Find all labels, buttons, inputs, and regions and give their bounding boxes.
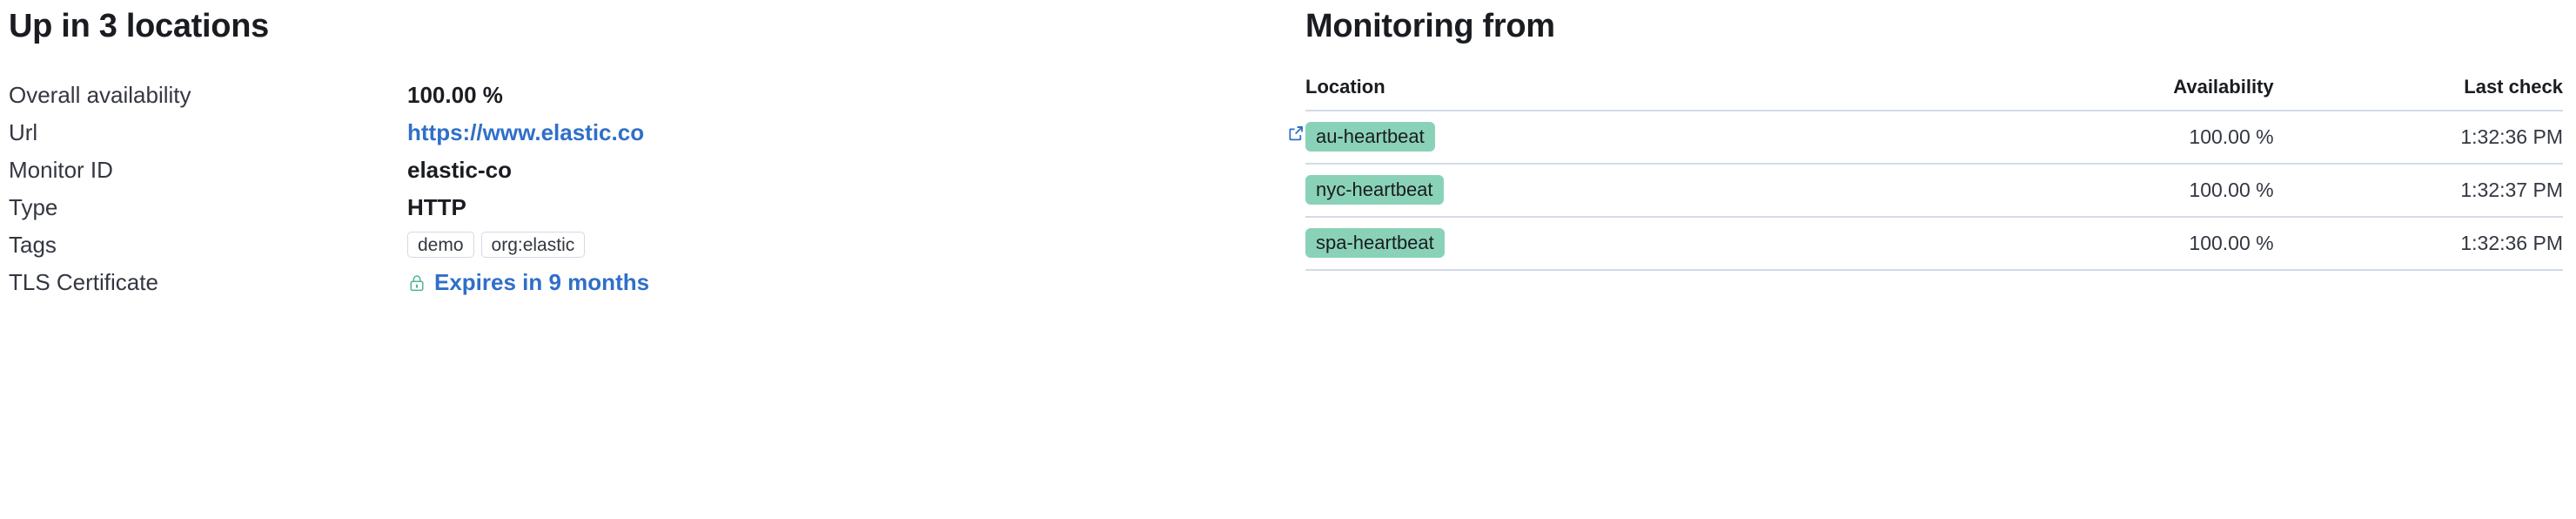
table-header: Location Availability Last check (1305, 75, 2563, 111)
detail-value-tags: demo org:elastic (407, 232, 1305, 259)
tag-badge[interactable]: demo (407, 232, 474, 259)
cell-location: nyc-heartbeat (1305, 163, 1884, 218)
cell-last-check: 1:32:36 PM (2273, 110, 2563, 165)
column-header-last-check[interactable]: Last check (2273, 75, 2563, 111)
table-body: au-heartbeat 100.00 % 1:32:36 PM nyc-hea… (1305, 110, 2563, 271)
detail-label-url: Url (9, 118, 38, 145)
cell-availability: 100.00 % (1883, 110, 2274, 165)
table-row[interactable]: au-heartbeat 100.00 % 1:32:36 PM (1305, 110, 2563, 165)
detail-row-type: Type HTTP (9, 189, 1305, 226)
detail-value-tls-certificate: Expires in 9 months (407, 269, 1305, 296)
detail-value-type: HTTP (407, 193, 466, 220)
cell-location: spa-heartbeat (1305, 216, 1884, 271)
detail-row-tls-certificate: TLS Certificate Expires in 9 months (9, 264, 1305, 301)
detail-row-url: Url https://www.elastic.co (9, 114, 1305, 152)
url-link[interactable]: https://www.elastic.co (407, 118, 645, 145)
location-badge[interactable]: au-heartbeat (1305, 122, 1435, 152)
detail-label-type: Type (9, 193, 58, 220)
detail-label-tags: Tags (9, 231, 57, 258)
table-row[interactable]: nyc-heartbeat 100.00 % 1:32:37 PM (1305, 163, 2563, 218)
page-title: Up in 3 locations (9, 8, 269, 44)
detail-value-url: https://www.elastic.co (407, 119, 1305, 146)
monitoring-from-title: Monitoring from (1305, 8, 1555, 44)
cell-availability: 100.00 % (1883, 216, 2274, 271)
cell-availability: 100.00 % (1883, 163, 2274, 218)
detail-row-monitor-id: Monitor ID elastic-co (9, 152, 1305, 189)
location-badge[interactable]: nyc-heartbeat (1305, 175, 1444, 206)
detail-value-monitor-id: elastic-co (407, 156, 512, 183)
lock-icon (407, 273, 426, 293)
monitoring-locations-table: Location Availability Last check au-hear… (1305, 75, 2563, 271)
detail-label-tls-certificate: TLS Certificate (9, 268, 158, 295)
tls-expiry-label[interactable]: Expires in 9 months (434, 268, 650, 295)
detail-row-tags: Tags demo org:elastic (9, 226, 1305, 264)
tag-badge[interactable]: org:elastic (480, 232, 586, 259)
column-header-availability[interactable]: Availability (1883, 75, 2274, 111)
table-row[interactable]: spa-heartbeat 100.00 % 1:32:36 PM (1305, 216, 2563, 271)
detail-value-overall-availability: 100.00 % (407, 81, 503, 108)
detail-label-monitor-id: Monitor ID (9, 156, 113, 183)
monitor-status-panel: Up in 3 locations Overall availability 1… (0, 0, 1305, 301)
table-header-row: Location Availability Last check (1305, 75, 2563, 111)
column-header-location[interactable]: Location (1305, 75, 1884, 111)
external-link-icon[interactable] (1286, 124, 1305, 143)
detail-label-overall-availability: Overall availability (9, 81, 191, 108)
cell-last-check: 1:32:37 PM (2273, 163, 2563, 218)
tag-group: demo org:elastic (407, 232, 586, 259)
cell-location: au-heartbeat (1305, 110, 1884, 165)
cell-last-check: 1:32:36 PM (2273, 216, 2563, 271)
detail-row-overall-availability: Overall availability 100.00 % (9, 77, 1305, 114)
monitoring-locations-panel: Monitoring from Location Availability La… (1305, 0, 2576, 271)
location-badge[interactable]: spa-heartbeat (1305, 228, 1445, 259)
monitor-detail-list: Overall availability 100.00 % Url https:… (9, 77, 1305, 301)
